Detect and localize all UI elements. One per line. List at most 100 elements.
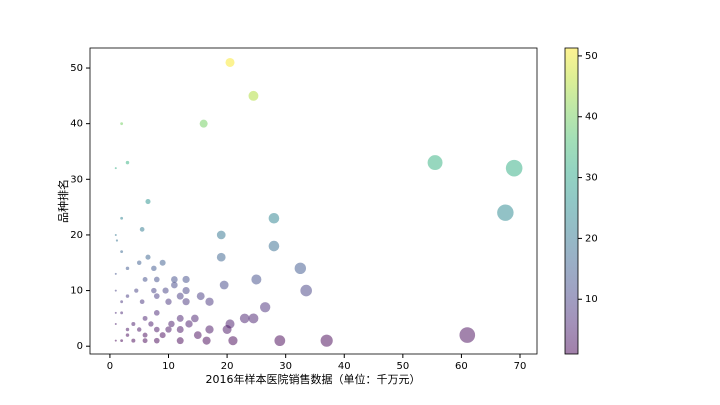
point	[125, 266, 130, 271]
point	[202, 336, 211, 345]
point	[182, 298, 190, 306]
point	[142, 315, 148, 321]
point	[131, 338, 136, 343]
point	[151, 265, 157, 272]
point	[176, 292, 184, 300]
point	[222, 325, 232, 334]
point	[165, 326, 172, 333]
point	[248, 90, 259, 101]
point	[260, 302, 271, 313]
point	[219, 280, 229, 290]
y-tick-label: 30	[70, 174, 83, 185]
point	[114, 289, 117, 292]
point	[185, 320, 193, 328]
point	[125, 333, 130, 337]
point	[228, 336, 238, 346]
point	[153, 326, 160, 333]
point	[125, 160, 130, 165]
point	[191, 314, 199, 323]
y-tick-label: 40	[70, 119, 83, 130]
point	[171, 281, 178, 289]
point	[205, 297, 214, 306]
point	[171, 276, 178, 283]
point	[145, 199, 151, 205]
point	[497, 204, 514, 221]
point	[176, 314, 184, 322]
point	[427, 155, 443, 171]
x-tick-label: 50	[396, 361, 409, 372]
y-tick-label: 10	[70, 286, 83, 297]
point	[136, 327, 142, 332]
point	[153, 276, 160, 283]
x-tick-label: 0	[107, 361, 113, 372]
x-tick-label: 20	[221, 361, 234, 372]
point	[251, 274, 262, 285]
point	[165, 298, 172, 305]
point	[114, 339, 117, 342]
point	[239, 313, 250, 324]
point	[182, 286, 190, 295]
point	[120, 250, 124, 254]
point	[505, 159, 523, 177]
point	[131, 321, 136, 326]
colorbar-tick-label: 30	[585, 173, 598, 184]
point	[142, 332, 148, 338]
point	[193, 331, 202, 339]
point	[134, 288, 139, 293]
point	[225, 57, 235, 67]
point	[162, 287, 169, 294]
x-tick-label: 10	[162, 361, 175, 372]
point	[114, 233, 117, 236]
point	[159, 259, 166, 266]
point	[216, 230, 226, 240]
point	[153, 310, 160, 316]
point	[114, 311, 117, 314]
point	[120, 216, 124, 220]
point	[300, 284, 312, 297]
point	[459, 327, 476, 343]
point	[114, 272, 117, 275]
point	[151, 287, 157, 294]
x-axis-label: 2016年样本医院销售数据（单位：千万元）	[206, 372, 421, 386]
point	[153, 293, 160, 299]
y-tick-label: 50	[70, 63, 83, 74]
point	[199, 119, 208, 128]
point	[268, 212, 280, 224]
y-tick-label: 20	[70, 230, 83, 241]
point	[176, 337, 184, 345]
point	[120, 339, 124, 343]
point	[139, 299, 145, 305]
point	[205, 325, 214, 334]
point	[168, 320, 175, 328]
point	[274, 335, 286, 347]
y-tick-label: 0	[77, 341, 83, 352]
point	[114, 322, 117, 325]
colorbar-tick-label: 20	[585, 233, 598, 244]
point	[248, 313, 259, 324]
point	[153, 337, 160, 344]
point	[114, 167, 117, 170]
point	[268, 240, 280, 252]
point	[148, 321, 154, 327]
point	[196, 292, 205, 301]
point	[125, 327, 130, 332]
x-tick-label: 30	[279, 361, 292, 372]
colorbar-tick-label: 10	[585, 294, 598, 305]
point	[320, 334, 333, 347]
point	[139, 227, 145, 232]
plot-frame	[89, 47, 538, 355]
point	[142, 276, 148, 282]
point	[182, 275, 190, 284]
x-tick-label: 40	[338, 361, 351, 372]
point	[216, 252, 226, 262]
x-tick-label: 70	[514, 361, 527, 372]
point	[120, 300, 124, 304]
point	[120, 122, 124, 126]
point	[294, 262, 307, 275]
point	[145, 254, 151, 260]
colorbar-tick-label: 50	[585, 51, 598, 62]
colorbar	[564, 47, 579, 355]
x-tick-label: 60	[455, 361, 468, 372]
point	[125, 294, 130, 298]
